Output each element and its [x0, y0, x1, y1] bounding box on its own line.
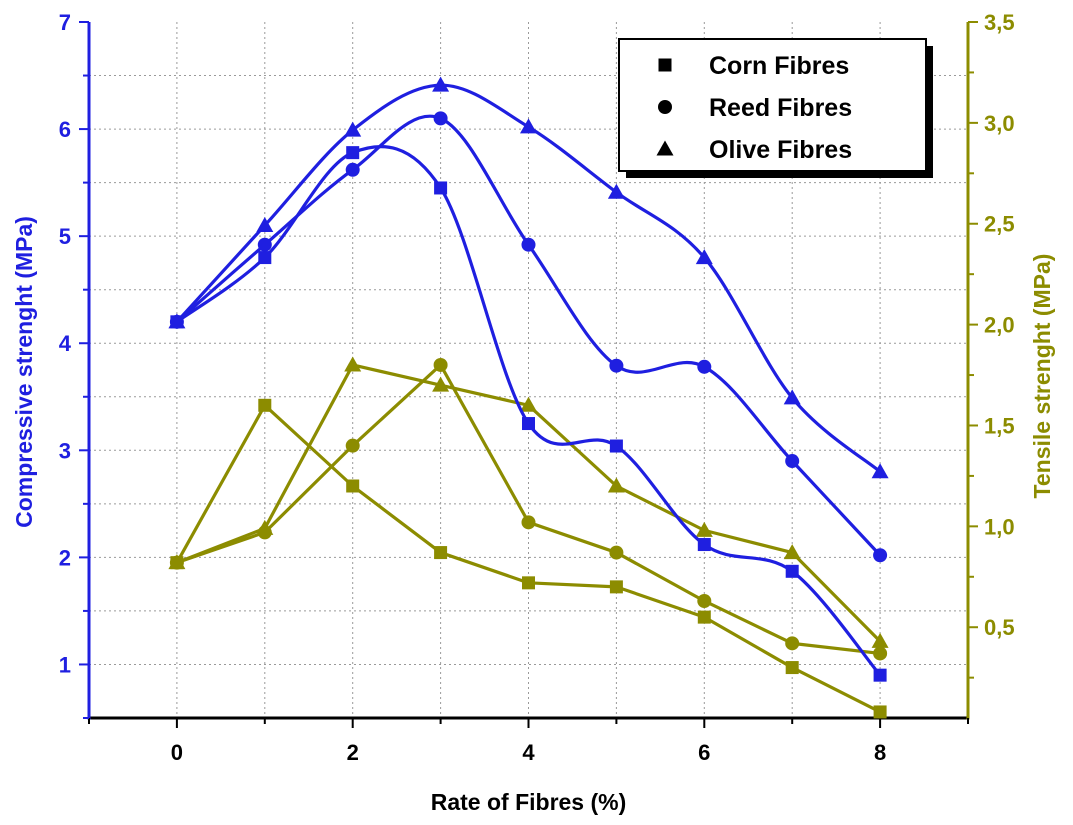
reed-fibres-tensile-point [785, 636, 800, 651]
right-tick-label: 0,5 [984, 615, 1015, 640]
olive-fibres-compressive-point [783, 389, 801, 405]
legend-corn-fibres-marker [658, 58, 672, 72]
olive-fibres-compressive-point [520, 118, 537, 134]
reed-fibres-compressive-point [785, 454, 800, 469]
corn-fibres-compressive-point [522, 417, 535, 431]
corn-fibres-compressive-point [697, 538, 711, 552]
reed-fibres-tensile-point [521, 515, 536, 530]
corn-fibres-compressive-point [609, 439, 623, 453]
left-tick-label: 7 [59, 10, 71, 35]
x-tick-label: 8 [874, 740, 886, 765]
corn-fibres-tensile-point [785, 661, 799, 675]
corn-fibres-tensile-point [346, 479, 360, 493]
x-tick-label: 6 [698, 740, 710, 765]
olive-fibres-tensile-point [871, 632, 889, 648]
left-axis-title: Compressive strenght (MPa) [11, 216, 37, 528]
olive-fibres-tensile-point [432, 376, 450, 392]
reed-fibres-compressive-point [873, 548, 888, 563]
x-tick-label: 4 [522, 740, 535, 765]
left-tick-label: 5 [59, 224, 71, 249]
reed-fibres-compressive-point [257, 237, 272, 252]
olive-fibres-compressive-point [871, 463, 889, 479]
olive-fibres-tensile-point [344, 356, 362, 372]
corn-fibres-compressive-point [346, 146, 360, 160]
x-tick-label: 0 [171, 740, 183, 765]
right-tick-label: 2,0 [984, 313, 1015, 338]
left-tick-label: 1 [59, 652, 71, 677]
legend-olive-fibres-label: Olive Fibres [709, 136, 852, 164]
reed-fibres-compressive-point [609, 358, 624, 373]
legend-corn-fibres-label: Corn Fibres [709, 52, 849, 80]
legend-olive-fibres-marker [656, 140, 674, 156]
reed-fibres-compressive-point [345, 162, 360, 177]
olive-fibres-tensile-point [783, 544, 801, 560]
right-axis-title: Tensile strenght (MPa) [1029, 254, 1055, 499]
corn-fibres-tensile-point [873, 705, 887, 719]
corn-fibres-tensile-point [434, 546, 448, 560]
x-tick-label: 2 [347, 740, 359, 765]
reed-fibres-tensile-point [873, 646, 888, 661]
olive-fibres-compressive-point [168, 313, 186, 329]
right-tick-label: 1,5 [984, 413, 1015, 438]
corn-fibres-compressive-point [434, 181, 448, 195]
left-tick-label: 2 [59, 545, 71, 570]
olive-fibres-compressive-point [607, 183, 625, 199]
reed-fibres-tensile-point [345, 438, 360, 453]
x-axis-title: Rate of Fibres (%) [431, 789, 627, 815]
reed-fibres-compressive-point [433, 111, 448, 126]
right-tick-label: 3,0 [984, 111, 1015, 136]
axes: 0 2 4 6 8 1 2 3 4 5 6 7 0,5 1,0 1,5 2,0 2,5 3,0 3,5 Rate of… [11, 10, 1055, 815]
reed-fibres-compressive-point [521, 237, 536, 252]
legend: Corn Fibres Reed Fibres Olive Fibres [618, 38, 933, 178]
corn-fibres-compressive-point [873, 668, 887, 682]
reed-fibres-tensile-point [609, 545, 624, 560]
legend-reed-fibres-marker [658, 100, 672, 114]
corn-fibres-compressive-line [175, 145, 882, 677]
olive-fibres-tensile-point [256, 519, 274, 535]
reed-fibres-compressive-point [697, 359, 712, 374]
legend-reed-fibres-label: Reed Fibres [709, 94, 852, 122]
left-tick-label: 6 [59, 117, 71, 142]
corn-fibres-tensile-point [258, 398, 272, 412]
left-tick-label: 3 [59, 438, 71, 463]
right-tick-label: 3,5 [984, 10, 1015, 35]
olive-fibres-tensile-point [695, 521, 713, 537]
corn-fibres-tensile-point [609, 580, 623, 594]
corn-fibres-compressive-point [785, 564, 799, 578]
olive-fibres-compressive-point [432, 76, 450, 92]
reed-fibres-compressive-line [175, 114, 882, 557]
olive-fibres-tensile-point [168, 554, 186, 570]
olive-fibres-compressive-point [344, 121, 362, 137]
left-tick-label: 4 [59, 331, 72, 356]
olive-fibres-tensile-point [520, 396, 537, 412]
olive-fibres-compressive-point [695, 249, 713, 265]
olive-fibres-compressive-point [256, 216, 274, 232]
olive-fibres-tensile-point [607, 477, 625, 493]
right-tick-label: 2,5 [984, 212, 1015, 237]
reed-fibres-tensile-point [433, 357, 448, 372]
series [168, 76, 889, 719]
reed-fibres-tensile-point [697, 593, 712, 608]
right-tick-label: 1,0 [984, 514, 1015, 539]
corn-fibres-tensile-point [522, 576, 535, 590]
corn-fibres-compressive-point [258, 251, 272, 265]
corn-fibres-tensile-point [697, 610, 711, 624]
